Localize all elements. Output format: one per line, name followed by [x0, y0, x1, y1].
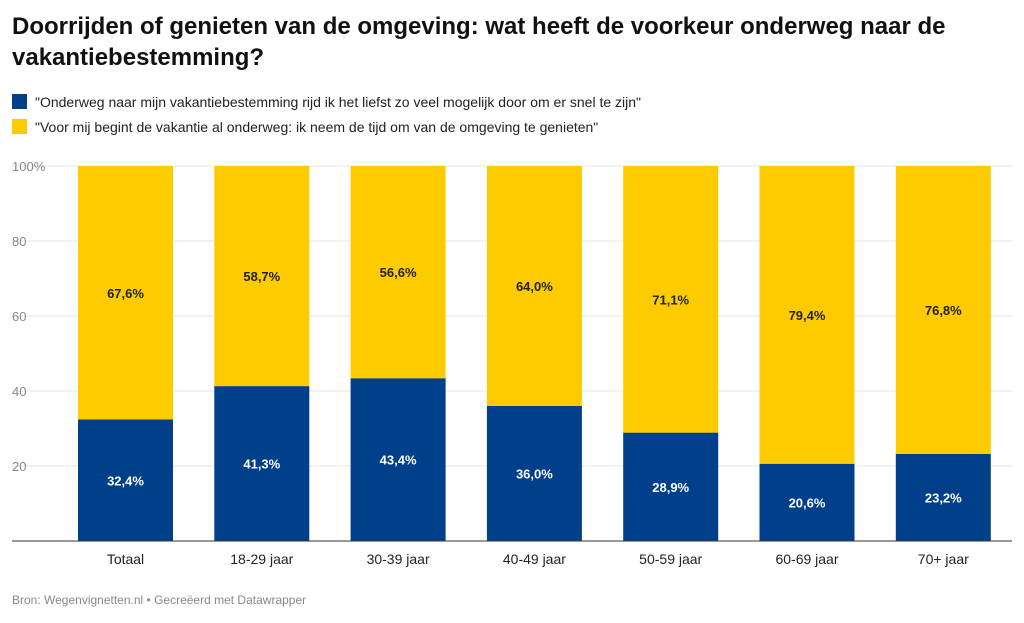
legend-swatch-genieten — [12, 119, 27, 134]
x-tick-label: 70+ jaar — [918, 551, 969, 567]
source-note: Bron: Wegenvignetten.nl • Gecreëerd met … — [12, 593, 307, 607]
data-label: 71,1% — [652, 292, 689, 307]
bar-genieten — [214, 166, 310, 387]
data-label: 41,3% — [243, 457, 280, 472]
data-label: 67,6% — [107, 286, 144, 301]
x-tick-label: 30-39 jaar — [367, 551, 430, 567]
bar-doorrijden — [350, 378, 446, 541]
data-label: 43,4% — [380, 453, 417, 468]
bar-doorrijden — [623, 432, 719, 541]
data-label: 64,0% — [516, 279, 553, 294]
data-label: 20,6% — [789, 495, 826, 510]
data-label: 32,4% — [107, 473, 144, 488]
bar-doorrijden — [214, 386, 310, 541]
data-label: 58,7% — [243, 269, 280, 284]
legend: "Onderweg naar mijn vakantiebestemming r… — [12, 89, 641, 139]
legend-label-doorrijden: "Onderweg naar mijn vakantiebestemming r… — [35, 93, 641, 110]
x-tick-label: Totaal — [107, 551, 144, 567]
data-label: 79,4% — [789, 308, 826, 323]
data-label: 36,0% — [516, 467, 553, 482]
y-tick-label: 100% — [12, 159, 46, 174]
y-tick-label: 40 — [12, 384, 26, 399]
x-tick-label: 60-69 jaar — [775, 551, 838, 567]
bar-genieten — [78, 166, 173, 420]
x-tick-label: 50-59 jaar — [639, 551, 702, 567]
legend-item-doorrijden: "Onderweg naar mijn vakantiebestemming r… — [12, 89, 641, 114]
data-label: 23,2% — [925, 491, 962, 506]
x-tick-label: 18-29 jaar — [230, 551, 293, 567]
bar-doorrijden — [759, 463, 855, 541]
bar-doorrijden — [486, 406, 582, 541]
y-tick-label: 20 — [12, 459, 26, 474]
bar-genieten — [486, 166, 582, 406]
bar-doorrijden — [895, 454, 991, 541]
data-label: 76,8% — [925, 303, 962, 318]
legend-label-genieten: "Voor mij begint de vakantie al onderweg… — [35, 118, 599, 135]
bar-genieten — [350, 166, 446, 379]
legend-item-genieten: "Voor mij begint de vakantie al onderweg… — [12, 114, 641, 139]
y-tick-label: 80 — [12, 234, 26, 249]
data-label: 56,6% — [380, 265, 417, 280]
y-tick-label: 60 — [12, 309, 26, 324]
bar-genieten — [895, 166, 991, 454]
legend-swatch-doorrijden — [12, 94, 27, 109]
bar-genieten — [623, 166, 719, 433]
bar-doorrijden — [78, 419, 173, 541]
chart-title: Doorrijden of genieten van de omgeving: … — [12, 13, 946, 71]
bar-genieten — [759, 166, 855, 464]
x-tick-label: 40-49 jaar — [503, 551, 566, 567]
data-label: 28,9% — [652, 480, 689, 495]
stacked-bar-chart: 20 40 60 80 100% 32,4% 67,6% Totaal 41,3% 58,7% 18… — [12, 159, 1012, 567]
